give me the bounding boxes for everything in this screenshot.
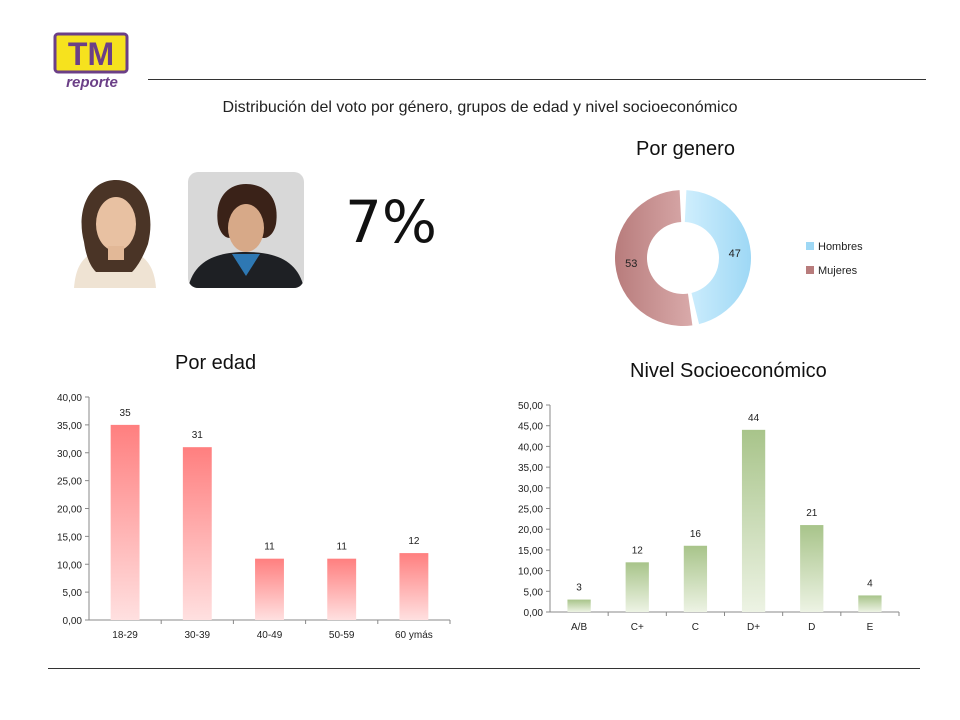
y-tick-label: 40,00 [518, 442, 543, 453]
top-divider [148, 79, 926, 80]
bottom-divider [48, 668, 920, 669]
bar-1 [625, 562, 649, 612]
candidate-photo-2 [188, 172, 304, 288]
legend-swatch-mujeres [806, 266, 814, 274]
y-tick-label: 15,00 [518, 546, 543, 557]
y-tick-label: 15,00 [57, 532, 82, 543]
nivel-bar-chart: 0,00 5,00 10,00 15,00 20,00 25,00 30,00 35,00 40… [518, 401, 900, 633]
bar-value-label: 11 [337, 542, 348, 553]
x-tick-label: E [867, 622, 874, 633]
donut-value-label: 53 [625, 258, 637, 270]
genero-heading: Por genero [636, 138, 735, 160]
legend-swatch-hombres [806, 242, 814, 250]
bar-value-label: 3 [576, 583, 582, 594]
y-tick-label: 10,00 [518, 567, 543, 578]
edad-heading: Por edad [175, 352, 257, 374]
bar-4 [800, 525, 824, 612]
vote-percentage: 7% [345, 188, 438, 256]
legend-label-mujeres: Mujeres [818, 265, 858, 277]
bar-value-label: 4 [867, 578, 873, 589]
y-tick-label: 0,00 [524, 608, 544, 619]
bar-2 [255, 558, 284, 620]
x-tick-label: 60 ymás [395, 630, 433, 641]
nivel-heading: Nivel Socioeconómico [630, 360, 827, 382]
x-tick-label: 30-39 [185, 630, 211, 641]
edad-bar-chart: 0,00 5,00 10,00 15,00 20,00 25,00 30,00 35,00 40… [57, 393, 451, 641]
bar-2 [683, 545, 708, 612]
logo-text: TM [68, 36, 114, 72]
x-tick-label: C+ [631, 622, 644, 633]
x-tick-label: C [692, 622, 699, 633]
x-tick-label: 18-29 [112, 630, 138, 641]
legend-label-hombres: Hombres [818, 241, 863, 253]
y-tick-label: 30,00 [518, 484, 543, 495]
y-tick-label: 25,00 [518, 505, 543, 516]
bar-0 [110, 424, 140, 620]
y-tick-label: 35,00 [57, 421, 82, 432]
x-tick-label: 50-59 [329, 630, 355, 641]
bar-value-label: 44 [748, 413, 760, 424]
y-tick-label: 30,00 [57, 449, 82, 460]
page-subtitle: Distribución del voto por género, grupos… [222, 99, 738, 116]
bar-value-label: 12 [408, 536, 420, 547]
y-tick-label: 40,00 [57, 393, 82, 404]
y-tick-label: 20,00 [518, 525, 543, 536]
donut-value-label: 47 [729, 248, 741, 260]
bar-4 [399, 553, 429, 620]
bar-value-label: 16 [690, 529, 702, 540]
candidate-photo-1 [56, 172, 172, 288]
donut-slice-mujeres [615, 190, 693, 326]
bar-value-label: 35 [120, 408, 132, 419]
bar-3 [741, 429, 766, 612]
x-tick-label: A/B [571, 622, 587, 633]
tm-reporte-logo: TM reporte [52, 32, 132, 92]
genero-doughnut-chart: 47 53 Hombres Mujeres [615, 190, 863, 326]
bar-3 [327, 558, 357, 620]
bar-5 [858, 595, 882, 612]
bar-value-label: 21 [806, 508, 818, 519]
y-tick-label: 5,00 [524, 587, 544, 598]
x-tick-label: D [808, 622, 815, 633]
y-tick-label: 45,00 [518, 422, 543, 433]
y-tick-label: 10,00 [57, 560, 82, 571]
logo-subtext: reporte [66, 74, 118, 91]
bar-0 [567, 599, 591, 612]
y-tick-label: 5,00 [63, 588, 83, 599]
bar-value-label: 12 [632, 545, 644, 556]
y-tick-label: 35,00 [518, 463, 543, 474]
y-tick-label: 25,00 [57, 477, 82, 488]
bar-value-label: 11 [264, 542, 275, 553]
bar-1 [182, 447, 212, 620]
bar-value-label: 31 [192, 430, 204, 441]
donut-slice-hombres [684, 190, 751, 325]
y-tick-label: 0,00 [63, 616, 83, 627]
y-tick-label: 50,00 [518, 401, 543, 412]
x-tick-label: 40-49 [257, 630, 283, 641]
y-tick-label: 20,00 [57, 505, 82, 516]
x-tick-label: D+ [747, 622, 760, 633]
